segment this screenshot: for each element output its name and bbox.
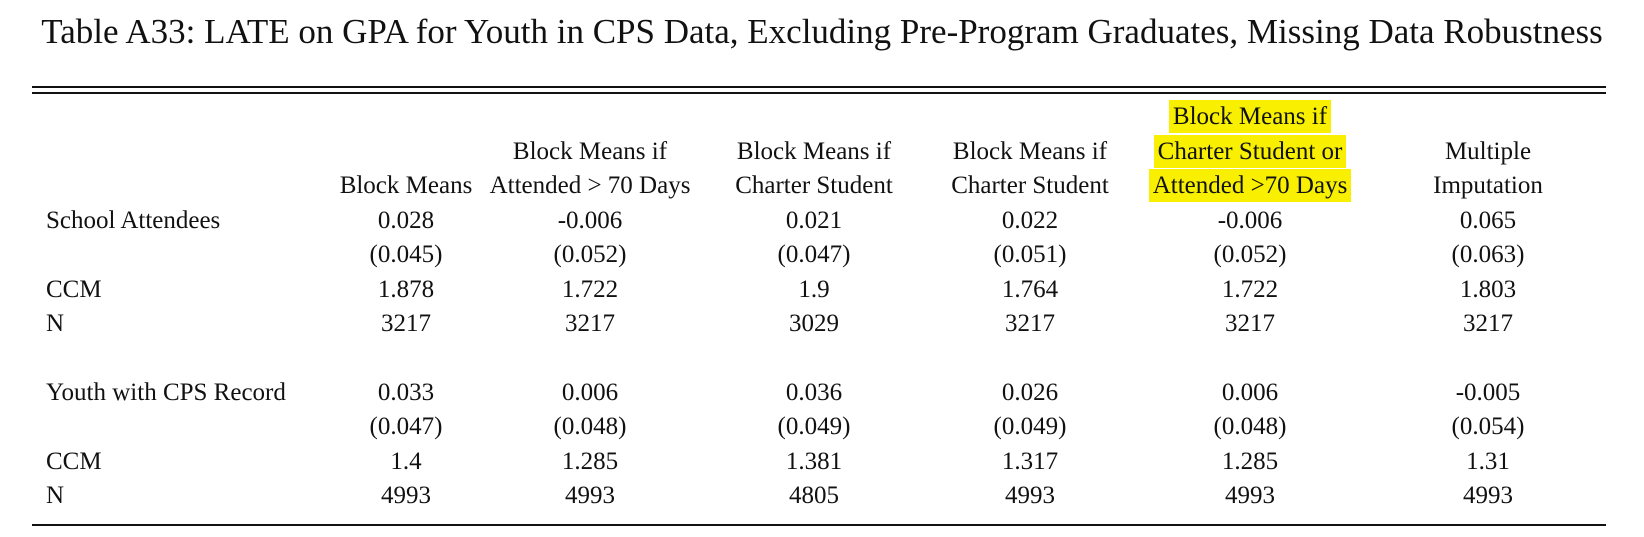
- se-cell: (0.052): [1213, 241, 1287, 268]
- row-label: N: [46, 482, 65, 509]
- n-cell: 4993: [1225, 482, 1275, 509]
- ccm-cell: 1.878: [377, 275, 435, 303]
- header-stub-2: [32, 135, 330, 170]
- table-row: Youth with CPS Record 0.033 0.006 0.036 …: [32, 376, 1606, 411]
- estimate-cell: 0.006: [1221, 378, 1279, 406]
- col-header-2-line2: Block Means if: [512, 137, 668, 165]
- ccm-cell: 1.803: [1459, 275, 1517, 303]
- estimate-cell: 0.065: [1459, 206, 1517, 234]
- table-row: N 3217 3217 3029 3217 3217 3217: [32, 307, 1606, 342]
- col-header-4-line3: Charter Student: [951, 172, 1109, 199]
- highlight-mark: Charter Student or: [1153, 134, 1347, 168]
- estimate-cell: -0.005: [1455, 378, 1521, 406]
- col-header-2-line1: [482, 100, 698, 135]
- top-rule-inner: [32, 92, 1606, 94]
- se-cell: (0.049): [777, 413, 851, 440]
- ccm-cell: 1.285: [561, 447, 619, 475]
- col-header-2-line3: Attended > 70 Days: [489, 172, 691, 199]
- se-cell: (0.047): [777, 241, 851, 268]
- estimate-cell: -0.006: [1217, 206, 1283, 234]
- header-stub-1: [32, 100, 330, 135]
- estimate-cell: -0.006: [557, 206, 623, 234]
- n-cell: 3217: [1463, 310, 1513, 337]
- col-header-3-line2: Block Means if: [736, 137, 892, 165]
- col-header-4-line1: [930, 100, 1130, 135]
- row-label: N: [46, 310, 65, 337]
- se-cell: (0.049): [993, 413, 1067, 440]
- ccm-cell: 1.4: [390, 447, 422, 475]
- estimate-cell: 0.036: [785, 378, 843, 406]
- n-cell: 3217: [1005, 310, 1055, 337]
- n-cell: 4993: [1005, 482, 1055, 509]
- header-row-3: Block Means Attended > 70 Days Charter S…: [32, 169, 1606, 204]
- estimate-cell: 0.026: [1001, 378, 1059, 406]
- se-cell: (0.051): [993, 241, 1067, 268]
- col-header-6-line2: Multiple: [1444, 137, 1532, 165]
- col-header-4-line2: Block Means if: [952, 137, 1108, 165]
- n-cell: 4993: [1463, 482, 1513, 509]
- ccm-cell: 1.722: [561, 275, 619, 303]
- estimate-cell: 0.006: [561, 378, 619, 406]
- row-label: CCM: [46, 447, 102, 475]
- row-label: School Attendees: [46, 206, 221, 234]
- col-header-1-line3: Block Means: [339, 172, 473, 199]
- table-title: Table A33: LATE on GPA for Youth in CPS …: [41, 12, 1603, 51]
- se-cell: (0.047): [369, 413, 443, 440]
- col-header-1-line2: [330, 135, 482, 170]
- ccm-cell: 1.285: [1221, 447, 1279, 475]
- col-header-3-line1: [698, 100, 930, 135]
- ccm-cell: 1.9: [798, 275, 830, 303]
- se-cell: (0.045): [369, 241, 443, 268]
- col-header-5-line2: Charter Student or: [1130, 134, 1370, 170]
- estimate-cell: 0.033: [377, 378, 435, 406]
- n-cell: 4993: [381, 482, 431, 509]
- table-row: (0.045) (0.052) (0.047) (0.051) (0.052) …: [32, 238, 1606, 273]
- bottom-rule: [32, 524, 1606, 526]
- ccm-cell: 1.722: [1221, 275, 1279, 303]
- estimate-cell: 0.028: [377, 206, 435, 234]
- table-row: CCM 1.4 1.285 1.381 1.317 1.285 1.31: [32, 445, 1606, 480]
- highlight-mark: Block Means if: [1168, 100, 1332, 133]
- ccm-cell: 1.317: [1001, 447, 1059, 475]
- se-cell: (0.048): [1213, 413, 1287, 440]
- panel-spacer: [32, 342, 1606, 376]
- ccm-cell: 1.381: [785, 447, 843, 475]
- n-cell: 4805: [789, 482, 839, 509]
- se-cell: (0.054): [1451, 413, 1525, 440]
- highlight-mark: Attended >70 Days: [1148, 169, 1352, 202]
- row-label: Youth with CPS Record: [46, 378, 286, 406]
- col-header-5-line3: Attended >70 Days: [1130, 169, 1370, 204]
- n-cell: 3217: [565, 310, 615, 337]
- header-row-1: Block Means if: [32, 100, 1606, 135]
- row-label: CCM: [46, 275, 102, 303]
- n-cell: 4993: [565, 482, 615, 509]
- estimate-cell: 0.022: [1001, 206, 1059, 234]
- n-cell: 3029: [789, 310, 839, 337]
- col-header-3-line3: Charter Student: [735, 172, 893, 199]
- se-cell: (0.052): [553, 241, 627, 268]
- table-row: (0.047) (0.048) (0.049) (0.049) (0.048) …: [32, 410, 1606, 445]
- results-table: Block Means if Block Means if Block Mean…: [32, 100, 1606, 514]
- se-cell: (0.063): [1451, 241, 1525, 268]
- n-cell: 3217: [1225, 310, 1275, 337]
- table-row: School Attendees 0.028 -0.006 0.021 0.02…: [32, 204, 1606, 239]
- se-cell: (0.048): [553, 413, 627, 440]
- row-label-empty: [32, 238, 330, 273]
- n-cell: 3217: [381, 310, 431, 337]
- header-stub-3: [32, 169, 330, 204]
- table-row: CCM 1.878 1.722 1.9 1.764 1.722 1.803: [32, 273, 1606, 308]
- table-row: N 4993 4993 4805 4993 4993 4993: [32, 479, 1606, 514]
- top-rule-outer: [32, 86, 1606, 88]
- row-label-empty: [32, 410, 330, 445]
- ccm-cell: 1.764: [1001, 275, 1059, 303]
- col-header-1-line1: [330, 100, 482, 135]
- col-header-5-line1: Block Means if: [1130, 100, 1370, 135]
- col-header-6-line3: Imputation: [1433, 172, 1543, 199]
- col-header-6-line1: [1370, 100, 1606, 135]
- header-row-2: Block Means if Block Means if Block Mean…: [32, 134, 1606, 170]
- estimate-cell: 0.021: [785, 206, 843, 234]
- ccm-cell: 1.31: [1466, 447, 1510, 475]
